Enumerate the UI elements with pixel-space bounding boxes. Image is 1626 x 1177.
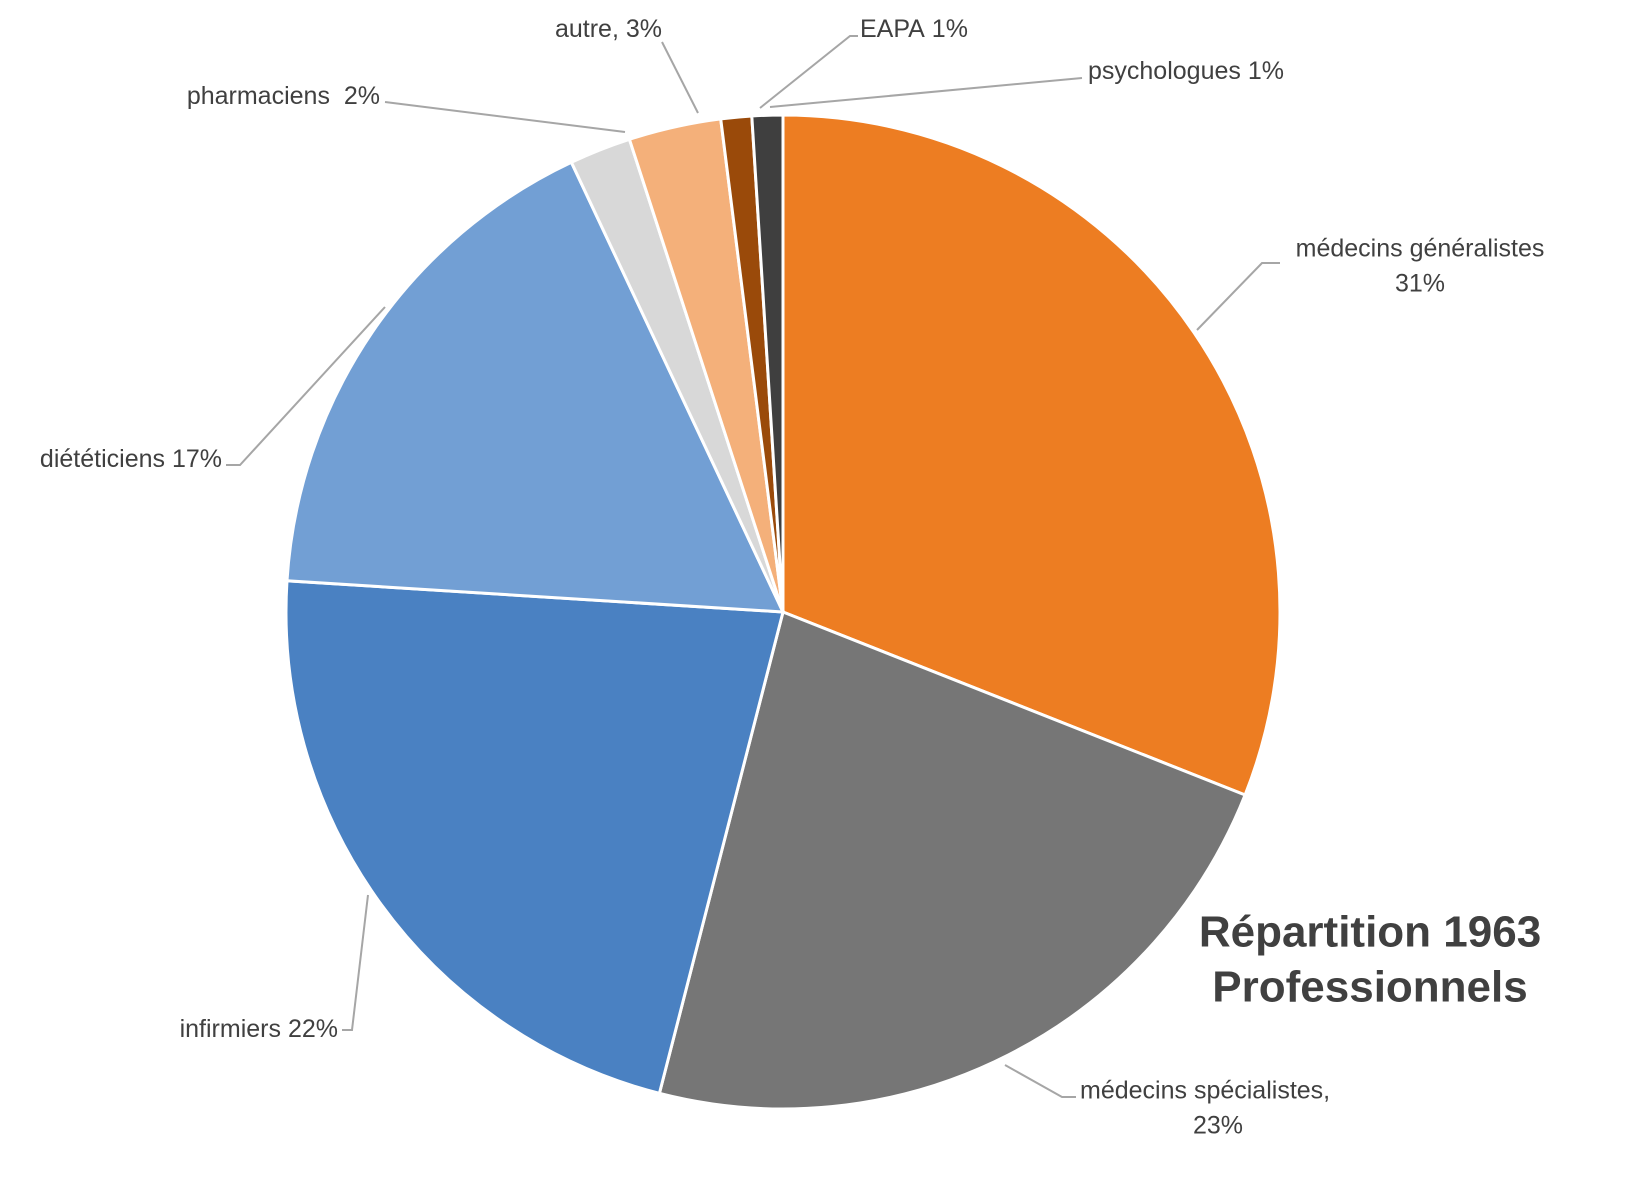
label-name: EAPA bbox=[860, 15, 925, 43]
label-name: pharmaciens bbox=[187, 82, 330, 110]
data-label: diététiciens 17% bbox=[40, 445, 222, 473]
data-label: 23% bbox=[1193, 1112, 1243, 1140]
chart-title: Professionnels bbox=[1212, 963, 1527, 1012]
data-label: autre, 3% bbox=[555, 15, 662, 43]
label-name: diététiciens bbox=[40, 445, 165, 473]
leader-line bbox=[769, 77, 1083, 108]
leader-line bbox=[1004, 1064, 1076, 1098]
label-value: 1% bbox=[932, 15, 968, 43]
data-label: EAPA 1% bbox=[860, 15, 968, 43]
chart-title: Répartition 1963 bbox=[1199, 908, 1541, 957]
label-value: 17% bbox=[172, 445, 222, 473]
leader-line bbox=[661, 41, 699, 114]
label-value: 3% bbox=[626, 15, 662, 43]
leader-line bbox=[759, 35, 858, 109]
pie-slice bbox=[284, 579, 785, 1096]
label-value: 1% bbox=[1248, 57, 1284, 85]
pie-slice bbox=[657, 609, 1248, 1111]
data-label: 31% bbox=[1395, 270, 1445, 298]
label-value: 2% bbox=[344, 82, 380, 110]
leader-line bbox=[342, 894, 369, 1031]
label-name: autre, bbox=[555, 15, 619, 43]
data-label: psychologues 1% bbox=[1088, 57, 1284, 85]
leader-line bbox=[1196, 262, 1280, 331]
pie-slice bbox=[781, 113, 1282, 797]
label-value: 22% bbox=[288, 1015, 338, 1043]
data-label: pharmaciens 2% bbox=[187, 82, 380, 110]
pie-slice bbox=[750, 113, 785, 613]
label-name: psychologues bbox=[1088, 57, 1241, 85]
pie-slice bbox=[285, 160, 786, 614]
label-name: infirmiers bbox=[180, 1015, 281, 1043]
data-label: médecins spécialistes, bbox=[1080, 1077, 1330, 1105]
leader-line bbox=[384, 101, 626, 133]
leader-line bbox=[226, 306, 386, 466]
data-label: médecins généralistes bbox=[1296, 235, 1545, 263]
data-label: infirmiers 22% bbox=[180, 1015, 338, 1043]
